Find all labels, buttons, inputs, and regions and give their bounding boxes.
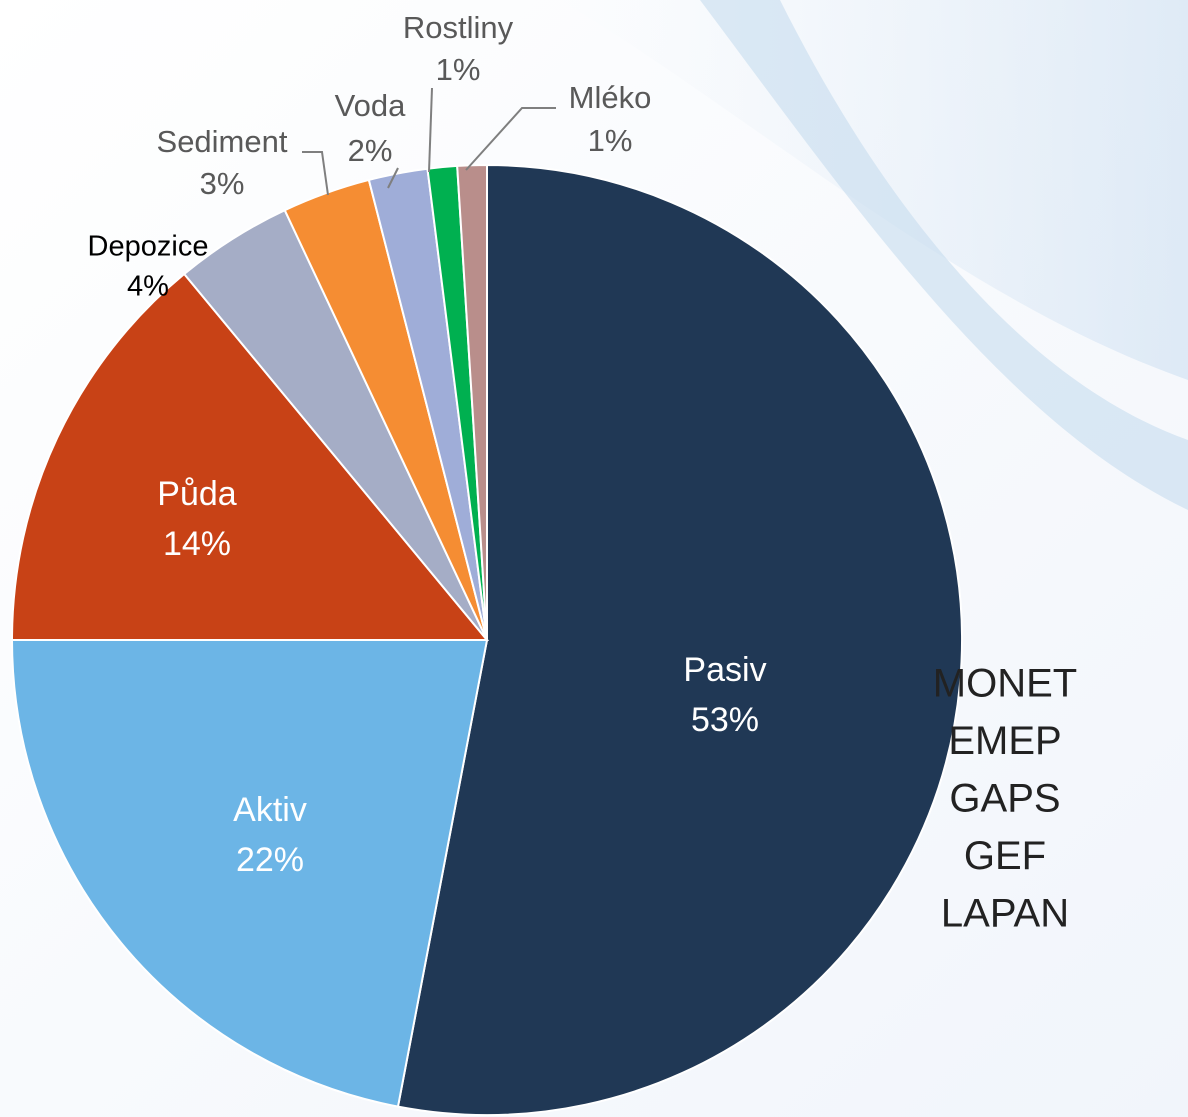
pie-slice	[456, 163, 488, 641]
slice-value-label: 4%	[127, 271, 169, 303]
labels: Pasiv 53% Aktiv 22% Půda 14% Depozice 4% Sedimen…	[88, 10, 767, 879]
side-list-item: GEF	[964, 834, 1046, 878]
slice-value-label: 1%	[588, 123, 633, 158]
slice-category-label: Sediment	[157, 124, 288, 159]
slice-category-label: Depozice	[88, 231, 209, 263]
slice-value-label: 22%	[236, 841, 304, 879]
side-list-item: MONET	[933, 662, 1077, 706]
side-list-item: EMEP	[948, 719, 1061, 763]
slice-category-label: Půda	[157, 475, 236, 513]
leader-line	[387, 167, 399, 189]
slice-category-label: Voda	[335, 88, 406, 123]
slice-value-label: 14%	[163, 525, 231, 563]
background-swoosh	[700, 0, 1188, 510]
slice-value-label: 2%	[348, 133, 393, 168]
slice-category-label: Aktiv	[233, 791, 307, 829]
pie-slice	[10, 272, 490, 641]
leader-line	[302, 151, 329, 196]
side-list-item: GAPS	[949, 777, 1060, 821]
slice-category-label: Pasiv	[683, 651, 766, 689]
slice-value-label: 53%	[691, 701, 759, 739]
slice-value-label: 1%	[436, 52, 481, 87]
slice-value-label: 3%	[200, 166, 245, 201]
leader-line	[465, 107, 556, 171]
slice-category-label: Rostliny	[403, 10, 514, 45]
pie-slice	[396, 163, 963, 1116]
side-list-item: LAPAN	[941, 892, 1069, 936]
leader-lines	[302, 87, 556, 196]
slice-category-label: Mléko	[569, 80, 652, 115]
side-list: MONET EMEP GAPS GEF LAPAN	[933, 662, 1077, 936]
pie	[10, 163, 963, 1116]
pie-slice	[10, 639, 489, 1108]
leader-line	[428, 87, 433, 173]
